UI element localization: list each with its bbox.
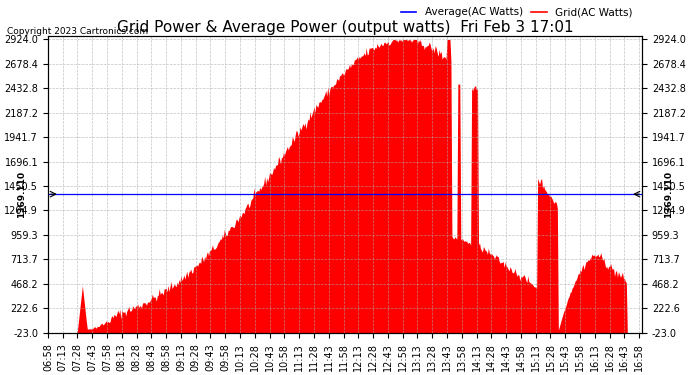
Title: Grid Power & Average Power (output watts)  Fri Feb 3 17:01: Grid Power & Average Power (output watts… — [117, 20, 573, 35]
Text: Copyright 2023 Cartronics.com: Copyright 2023 Cartronics.com — [7, 27, 148, 36]
Text: 1369.110: 1369.110 — [17, 171, 26, 218]
Legend: Average(AC Watts), Grid(AC Watts): Average(AC Watts), Grid(AC Watts) — [397, 3, 637, 21]
Text: 1369.110: 1369.110 — [664, 171, 673, 218]
